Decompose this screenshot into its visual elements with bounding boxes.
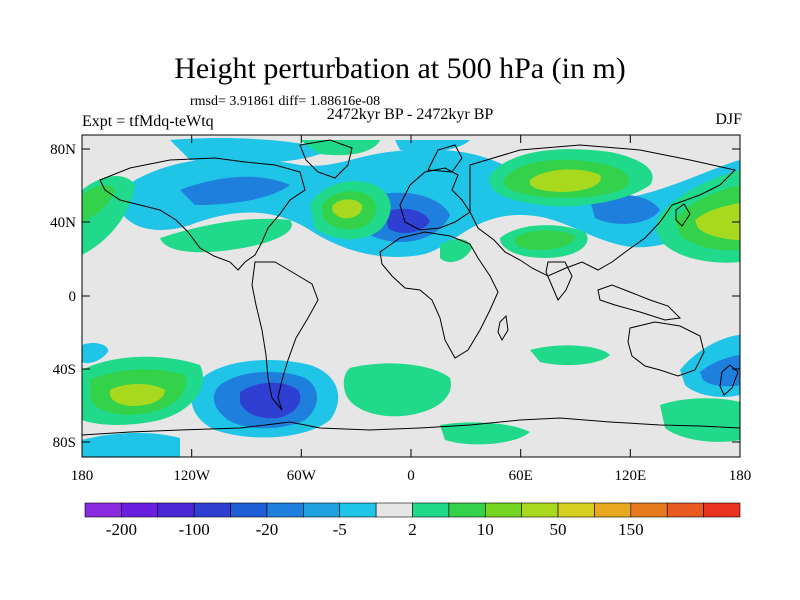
coastline-india xyxy=(545,261,573,301)
contour-southern-ocean-green xyxy=(530,345,610,366)
lat-label-40n: 40N xyxy=(50,215,76,231)
contour-sw-green-peak xyxy=(109,384,165,406)
coastline-south-america xyxy=(251,261,319,411)
contour-sw-blue xyxy=(82,342,109,364)
colorbar-label: -5 xyxy=(333,520,347,539)
contour-arctic-green xyxy=(300,140,380,156)
contour-pacific-ridge-west-core xyxy=(82,185,115,222)
contour-south-atlantic-green xyxy=(343,363,451,417)
colorbar-label: -100 xyxy=(179,520,210,539)
lon-label-60e: 60E xyxy=(509,468,533,484)
contour-siberia-ridge-peak xyxy=(529,169,601,192)
coastline-scandinavia xyxy=(427,144,463,173)
latitude-tick-marks xyxy=(82,148,740,443)
colorbar-labels: -200 -100 -20 -5 2 10 50 150 xyxy=(106,520,644,539)
colorbar-swatch xyxy=(157,502,195,518)
contour-nh-midblue-1 xyxy=(180,176,290,205)
contour-arctic-blue-2 xyxy=(395,140,470,152)
contour-se-midblue xyxy=(700,355,740,387)
contour-south-pacific-darkblue xyxy=(240,382,301,419)
contour-antarctic-green xyxy=(440,422,530,445)
coastline-madagascar xyxy=(497,314,509,342)
longitude-tick-marks xyxy=(81,135,741,457)
contour-atlantic-ridge-peak xyxy=(332,199,363,219)
stats-text: rmsd= 3.91861 diff= 1.88616e-08 xyxy=(190,94,381,109)
lon-label-180e: 180 xyxy=(729,468,752,484)
map-title: Height perturbation at 500 hPa (in m) xyxy=(174,52,626,85)
colorbar-swatch xyxy=(630,502,668,518)
coastline-japan xyxy=(675,203,691,227)
coastline-asia xyxy=(469,144,736,277)
lon-label-0: 0 xyxy=(407,468,415,484)
colorbar-label: -200 xyxy=(106,520,137,539)
colorbar-swatch xyxy=(484,502,522,518)
contour-central-asia-ridge-core xyxy=(514,230,575,250)
colorbar xyxy=(84,502,741,518)
coastline-africa xyxy=(379,231,499,359)
contour-fields xyxy=(82,138,740,457)
lat-label-80n: 80N xyxy=(50,142,76,158)
experiment-label: Expt = tfMdq-teWtq xyxy=(82,113,214,130)
colorbar-swatch xyxy=(230,502,268,518)
coastline-europe xyxy=(399,167,471,231)
colorbar-swatch xyxy=(266,502,304,518)
colorbar-swatch xyxy=(412,502,450,518)
colorbar-swatch xyxy=(193,502,231,518)
lat-label-40s: 40S xyxy=(53,362,76,378)
coastlines xyxy=(82,139,740,436)
contour-se-green xyxy=(660,398,740,442)
contour-nafrica-green xyxy=(440,238,472,263)
colorbar-label: 10 xyxy=(477,520,494,539)
colorbar-label: 2 xyxy=(408,520,417,539)
lon-label-120e: 120E xyxy=(614,468,646,484)
lat-label-0: 0 xyxy=(69,289,77,305)
lat-label-80s: 80S xyxy=(53,435,76,451)
colorbar-swatch xyxy=(521,502,559,518)
colorbar-swatch xyxy=(121,502,159,518)
colorbar-swatch xyxy=(375,502,413,518)
contour-nw-green-strip xyxy=(160,218,292,253)
contour-antarctic-blue xyxy=(82,432,180,457)
lon-label-120w: 120W xyxy=(173,468,211,484)
contour-pacific-ridge-east-peak xyxy=(695,203,740,240)
coastline-new-zealand xyxy=(719,364,739,396)
contour-nh-midblue-3 xyxy=(590,194,660,224)
season-label: DJF xyxy=(715,111,742,128)
period-text: 2472kyr BP - 2472kyr BP xyxy=(326,106,494,123)
coastline-australia xyxy=(627,321,705,377)
contour-nh-darkblue-1 xyxy=(385,208,430,234)
colorbar-swatch xyxy=(594,502,632,518)
coastline-antarctica xyxy=(82,417,740,436)
colorbar-swatch xyxy=(84,502,122,518)
colorbar-label: 50 xyxy=(550,520,567,539)
colorbar-swatch xyxy=(666,502,704,518)
lon-label-60w: 60W xyxy=(287,468,317,484)
coastline-greenland xyxy=(299,139,353,179)
contour-arctic-blue xyxy=(170,138,330,163)
colorbar-label: -20 xyxy=(256,520,279,539)
colorbar-swatch xyxy=(448,502,486,518)
colorbar-swatch xyxy=(303,502,341,518)
colorbar-swatch xyxy=(339,502,377,518)
colorbar-swatch xyxy=(557,502,595,518)
lon-label-180w: 180 xyxy=(71,468,94,484)
colorbar-label: 150 xyxy=(618,520,644,539)
coastline-se-asia-islands xyxy=(597,284,682,321)
coastline-north-america xyxy=(99,157,306,271)
colorbar-swatch xyxy=(703,502,741,518)
